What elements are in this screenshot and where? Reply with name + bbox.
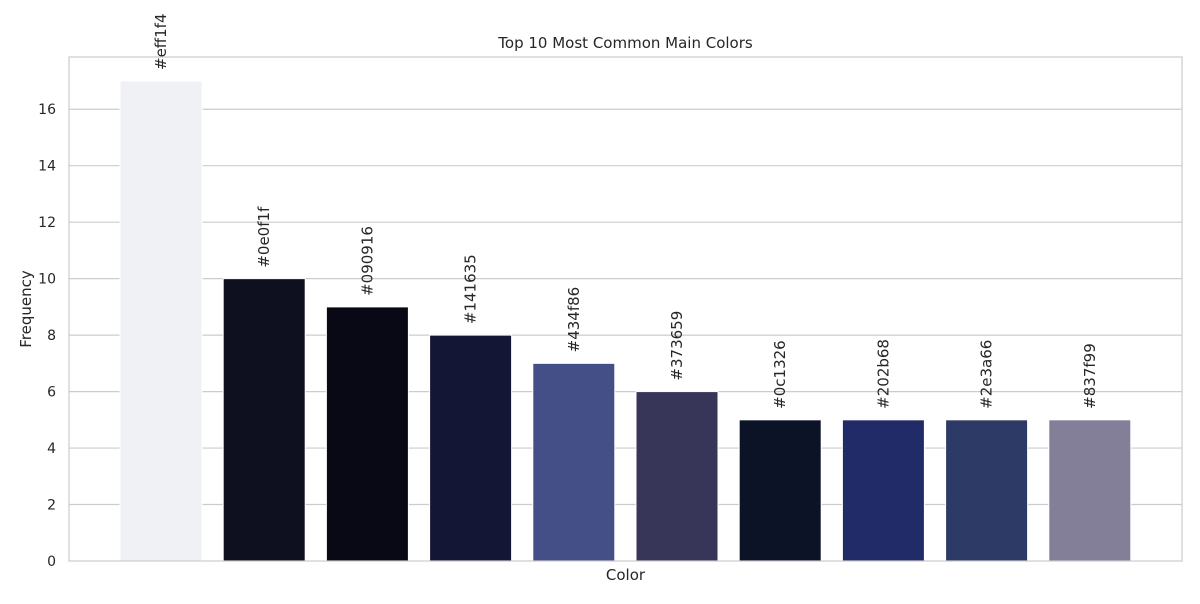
bar-data-label: #0e0f1f <box>255 206 273 268</box>
y-tick-label: 14 <box>38 159 56 175</box>
data-labels-group: #eff1f4 #0e0f1f #090916 #141635 #434f86 #3736… <box>152 14 1099 409</box>
bar-data-label: #090916 <box>358 226 376 296</box>
bar-data-label: #373659 <box>668 311 686 381</box>
bar <box>325 306 409 562</box>
x-axis-label: Color <box>606 566 646 584</box>
bar-data-label: #2e3a66 <box>978 340 996 409</box>
y-tick-label: 12 <box>38 215 56 231</box>
bars-group <box>119 80 1132 562</box>
y-tick-label: 2 <box>47 498 56 514</box>
bar <box>222 278 306 562</box>
bar-data-label: #eff1f4 <box>152 14 170 71</box>
y-tick-label: 4 <box>47 441 56 457</box>
y-axis-ticks: 0 2 4 6 8 10 12 14 16 <box>38 102 56 570</box>
y-tick-label: 8 <box>47 328 56 344</box>
y-tick-label: 0 <box>47 554 56 570</box>
bar-data-label: #434f86 <box>565 287 583 353</box>
bar-data-label: #202b68 <box>874 339 892 409</box>
y-tick-label: 16 <box>38 102 56 118</box>
bar <box>945 419 1029 562</box>
bar <box>1048 419 1132 562</box>
bar <box>532 362 616 562</box>
y-tick-label: 6 <box>47 385 56 401</box>
y-axis-label: Frequency <box>17 270 35 348</box>
chart-title: Top 10 Most Common Main Colors <box>497 34 753 52</box>
y-tick-label: 10 <box>38 272 56 288</box>
bar <box>738 419 822 562</box>
bar <box>635 391 719 562</box>
plot-frame <box>68 56 1183 562</box>
bar-data-label: #141635 <box>462 254 480 324</box>
bar-data-label: #0c1326 <box>771 340 789 409</box>
bar <box>119 80 203 562</box>
bar <box>429 334 513 562</box>
bar-data-label: #837f99 <box>1081 343 1099 409</box>
bar <box>841 419 925 562</box>
